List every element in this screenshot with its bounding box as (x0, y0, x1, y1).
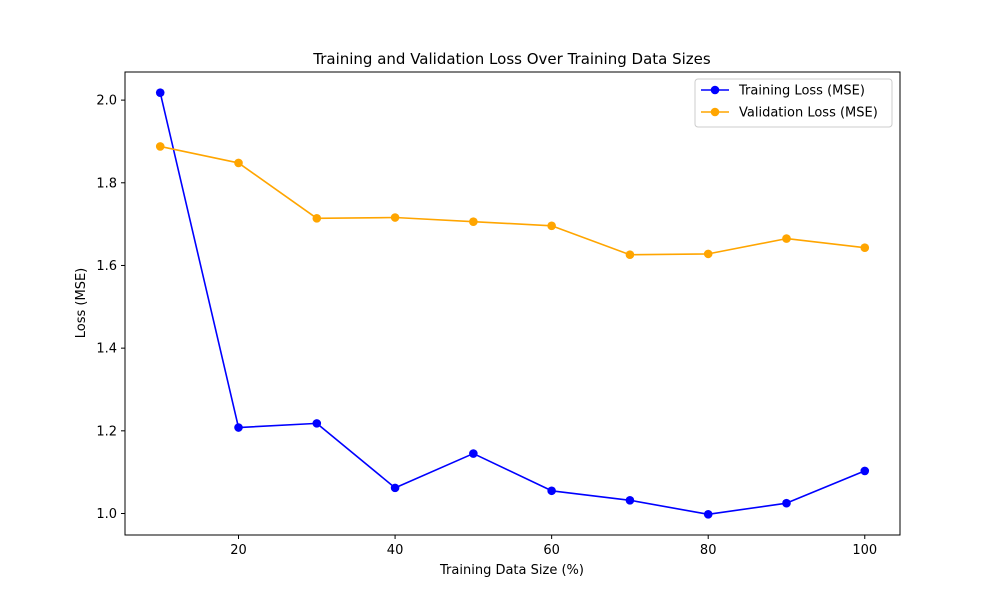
legend-marker-training-loss (710, 85, 720, 95)
legend: Training Loss (MSE) Validation Loss (MSE) (694, 78, 893, 128)
plot-area: 20 40 60 80 100 1.0 1.2 1.4 1.6 1.8 2.0 (96, 71, 901, 558)
y-axis-label: Loss (MSE) (74, 268, 89, 338)
y-tick-label: 1.2 (96, 424, 117, 439)
legend-entry-validation-loss: Validation Loss (MSE) (701, 106, 878, 121)
y-axis-ticks: 1.0 1.2 1.4 1.6 1.8 2.0 (96, 94, 125, 522)
y-tick-label: 1.4 (96, 342, 117, 357)
x-axis-label: Training Data Size (%) (439, 563, 584, 578)
validation-loss-point (312, 214, 322, 223)
training-loss-point (703, 510, 713, 519)
training-loss-point (469, 449, 478, 458)
plot-frame (124, 71, 901, 536)
training-loss-point (860, 466, 870, 476)
legend-label-validation-loss: Validation Loss (MSE) (739, 106, 878, 121)
y-tick-label: 2.0 (96, 94, 117, 109)
validation-loss-point (469, 217, 478, 226)
validation-loss-point (547, 221, 556, 231)
validation-loss-point (703, 249, 713, 259)
x-tick-label: 80 (700, 543, 717, 558)
series-layer (155, 88, 870, 519)
chart-title: Training and Validation Loss Over Traini… (312, 50, 711, 68)
validation-loss-point (860, 243, 870, 252)
y-tick-label: 1.6 (96, 259, 117, 274)
training-loss-point (782, 498, 791, 508)
y-tick-label: 1.8 (96, 176, 117, 191)
legend-label-training-loss: Training Loss (MSE) (738, 84, 865, 99)
validation-loss-point (390, 213, 400, 222)
legend-box (694, 78, 893, 128)
training-loss-series (155, 88, 870, 519)
x-tick-label: 20 (230, 543, 247, 558)
validation-loss-line (160, 145, 865, 256)
validation-loss-point (625, 250, 635, 260)
legend-entry-training-loss: Training Loss (MSE) (701, 84, 865, 99)
y-tick-label: 1.0 (96, 507, 117, 522)
training-loss-point (390, 483, 400, 493)
training-loss-point (312, 419, 322, 428)
validation-loss-point (234, 158, 243, 168)
training-loss-point (547, 486, 556, 496)
x-tick-label: 40 (387, 543, 404, 558)
training-loss-point (625, 495, 635, 505)
validation-loss-point (155, 142, 165, 151)
training-loss-point (155, 88, 165, 97)
validation-loss-point (782, 234, 791, 243)
x-tick-label: 100 (852, 543, 877, 558)
legend-marker-validation-loss (710, 107, 720, 117)
x-tick-label: 60 (543, 543, 560, 558)
training-loss-line (159, 92, 866, 516)
validation-loss-series (155, 142, 870, 260)
training-loss-point (234, 423, 243, 432)
x-axis-ticks: 20 40 60 80 100 (230, 535, 877, 558)
